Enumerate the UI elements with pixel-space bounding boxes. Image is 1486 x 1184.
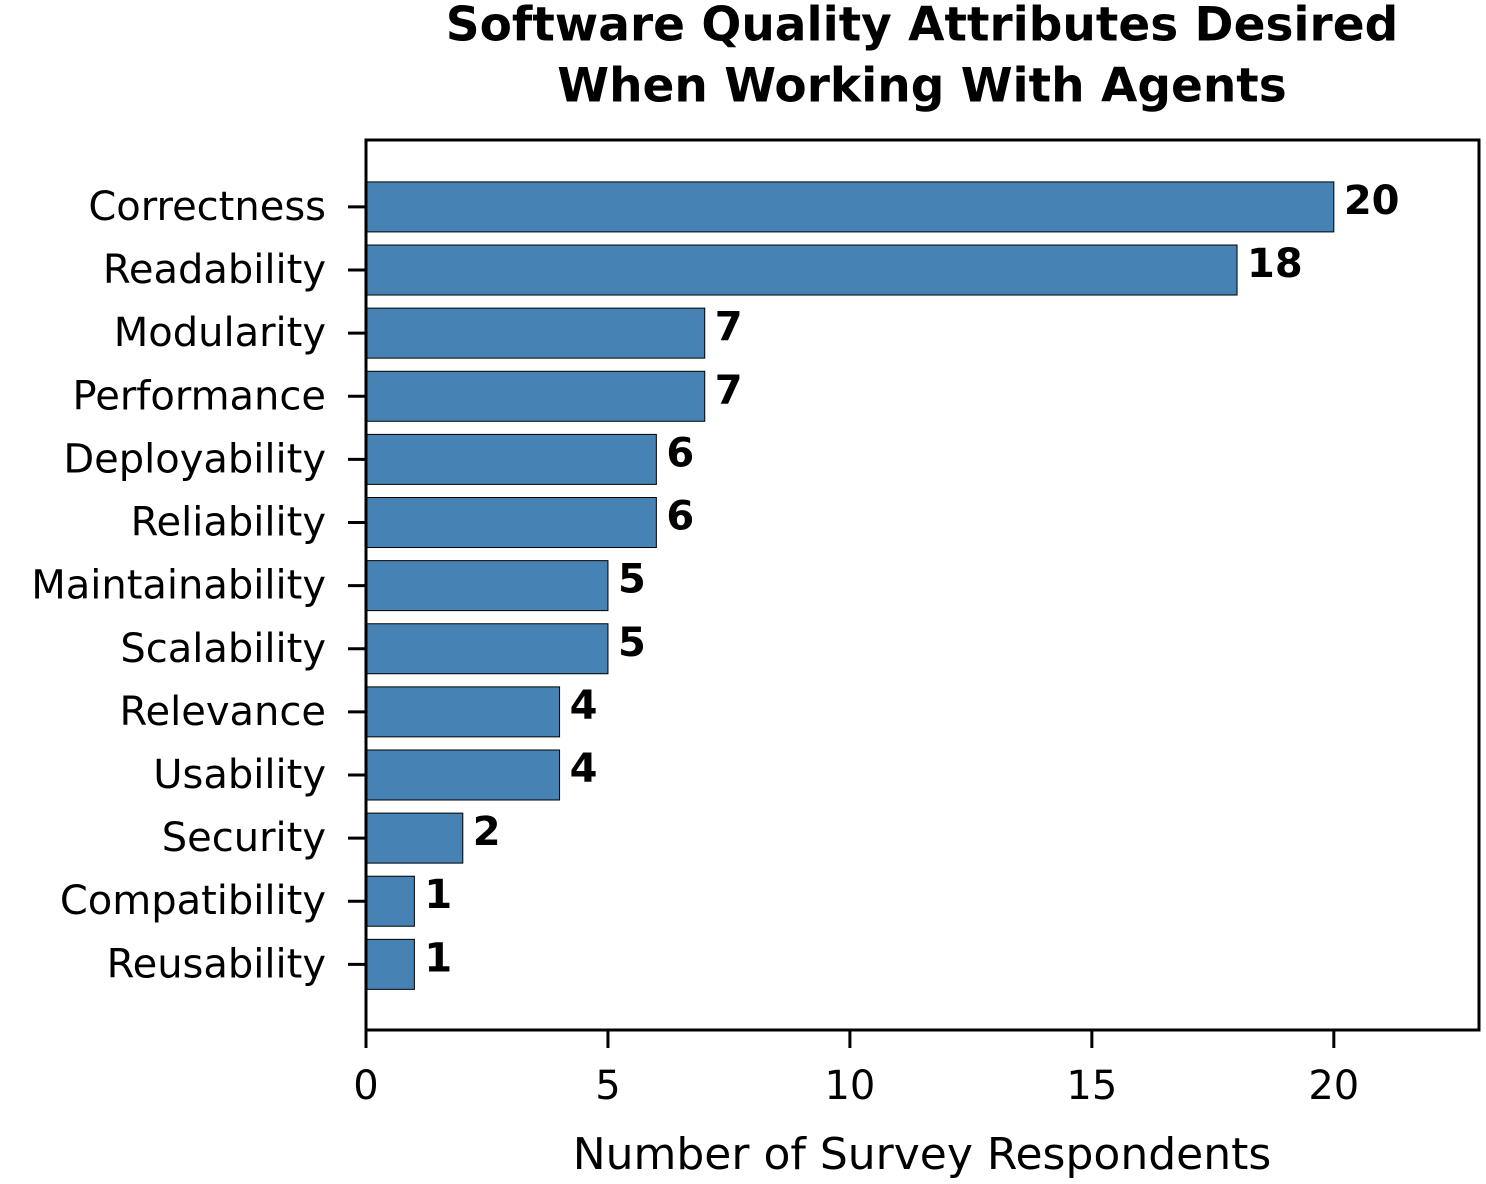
bar xyxy=(365,875,415,927)
y-tick-label: Usability xyxy=(153,752,326,798)
value-label: 4 xyxy=(570,746,598,792)
y-tick-label: Relevance xyxy=(120,689,326,735)
chart-title: Software Quality Attributes Desired xyxy=(446,0,1398,53)
value-label: 18 xyxy=(1247,241,1303,287)
x-tick-label: 5 xyxy=(595,1063,620,1109)
value-label: 6 xyxy=(666,494,694,540)
x-tick-label: 10 xyxy=(824,1063,875,1109)
y-tick-label: Performance xyxy=(73,373,326,419)
x-tick-label: 20 xyxy=(1308,1063,1359,1109)
y-tick-label: Scalability xyxy=(120,626,326,672)
x-tick-label: 0 xyxy=(353,1063,378,1109)
bar xyxy=(365,812,464,864)
bar xyxy=(365,623,609,675)
y-tick-label: Reliability xyxy=(131,500,326,546)
value-label: 5 xyxy=(618,620,646,666)
value-label: 2 xyxy=(473,809,501,855)
x-axis-label: Number of Survey Respondents xyxy=(573,1129,1272,1180)
bar xyxy=(365,181,1335,233)
plot-frame xyxy=(364,138,1481,1032)
value-label: 4 xyxy=(570,683,598,729)
y-tick-label: Compatibility xyxy=(60,878,326,924)
y-tick-label: Readability xyxy=(103,247,326,293)
bar xyxy=(365,433,657,485)
bar xyxy=(365,497,657,549)
bar xyxy=(365,749,561,801)
value-label: 5 xyxy=(618,557,646,603)
chart-title: When Working With Agents xyxy=(557,59,1287,114)
bar xyxy=(365,370,706,422)
value-label: 1 xyxy=(424,872,452,918)
bar xyxy=(365,686,561,738)
bar xyxy=(365,938,415,990)
bar xyxy=(365,244,1238,296)
value-label: 20 xyxy=(1344,178,1400,224)
bar xyxy=(365,307,706,359)
bar xyxy=(365,560,609,612)
x-tick-label: 15 xyxy=(1066,1063,1117,1109)
value-label: 1 xyxy=(424,935,452,981)
value-label: 7 xyxy=(715,367,743,413)
value-label: 7 xyxy=(715,304,743,350)
y-tick-label: Correctness xyxy=(88,184,326,230)
value-label: 6 xyxy=(666,430,694,476)
y-tick-label: Modularity xyxy=(114,310,326,356)
y-tick-label: Deployability xyxy=(63,436,326,482)
y-tick-label: Reusability xyxy=(107,941,326,987)
y-tick-label: Maintainability xyxy=(31,563,326,609)
y-tick-label: Security xyxy=(162,815,326,861)
